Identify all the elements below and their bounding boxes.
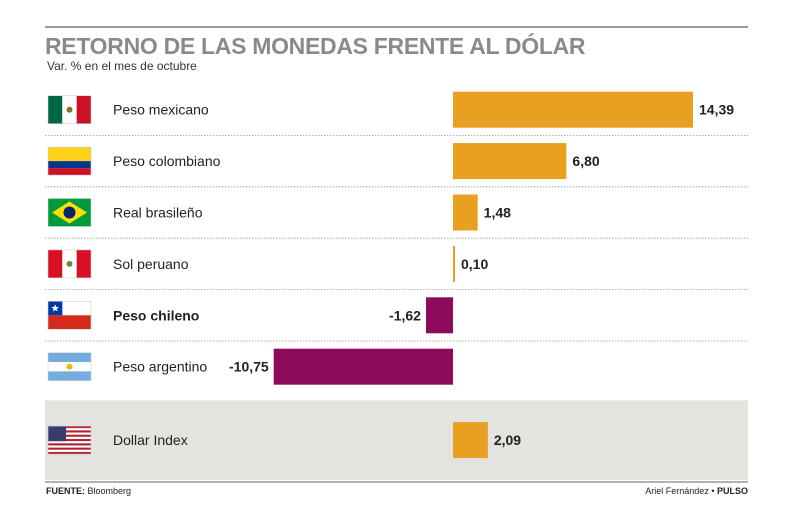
credit-author: Ariel Fernández • <box>645 486 715 496</box>
category-label: Real brasileño <box>113 205 203 221</box>
bar <box>453 245 455 282</box>
credit-brand: PULSO <box>716 486 748 496</box>
bar <box>273 348 453 385</box>
value-label: 2,09 <box>494 432 521 448</box>
colombia-flag-icon <box>47 146 92 176</box>
category-label: Peso mexicano <box>113 102 209 118</box>
usa-flag-icon <box>47 425 92 455</box>
category-label: Dollar Index <box>113 432 188 448</box>
chile-flag-icon <box>47 300 92 330</box>
bar <box>453 143 567 180</box>
source-name: Bloomberg <box>87 486 132 496</box>
category-label: Peso argentino <box>113 359 207 375</box>
index-highlight-band <box>45 400 748 480</box>
value-label: 6,80 <box>572 153 599 169</box>
chart-subtitle: Var. % en el mes de octubre <box>47 59 197 73</box>
category-label: Peso chileno <box>113 307 199 323</box>
brazil-flag-icon <box>47 198 92 227</box>
mexico-flag-icon <box>47 95 92 124</box>
bar <box>425 297 453 334</box>
bar <box>453 91 693 128</box>
credit-note: Ariel Fernández • PULSO <box>645 486 748 496</box>
bar <box>453 422 488 459</box>
source-note: FUENTE: Bloomberg <box>46 486 131 496</box>
value-label: 14,39 <box>699 102 734 118</box>
category-label: Peso colombiano <box>113 153 221 169</box>
value-label: 1,48 <box>484 205 511 221</box>
top-rule <box>45 26 748 28</box>
value-label: -10,75 <box>229 359 269 375</box>
category-label: Sol peruano <box>113 256 189 272</box>
argentina-flag-icon <box>47 352 92 382</box>
source-label: FUENTE: <box>46 486 85 496</box>
chart-title: RETORNO DE LAS MONEDAS FRENTE AL DÓLAR <box>45 33 586 59</box>
value-label: 0,10 <box>461 256 488 272</box>
value-label: -1,62 <box>389 307 421 323</box>
peru-flag-icon <box>47 249 92 279</box>
bar <box>453 194 478 231</box>
